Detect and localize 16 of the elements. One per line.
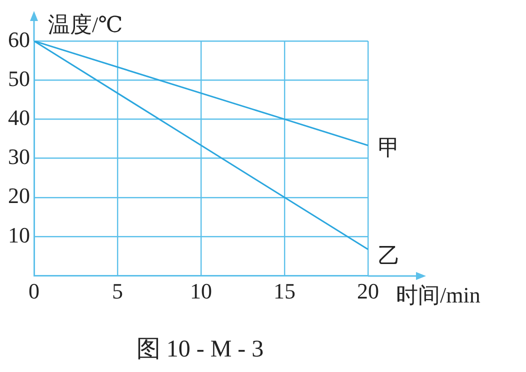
- caption: 图 10 - M - 3: [136, 336, 264, 362]
- x-tick-label: 10: [190, 278, 212, 304]
- x-axis-title: 时间/min: [396, 282, 480, 308]
- series-label: 乙: [378, 243, 400, 268]
- y-axis-title: 温度/℃: [48, 12, 123, 37]
- y-tick-label: 30: [8, 144, 30, 170]
- y-tick-label: 10: [8, 222, 30, 248]
- x-tick-label: 20: [357, 278, 379, 304]
- y-tick-label: 40: [8, 104, 30, 130]
- x-tick-label: 5: [112, 278, 123, 304]
- y-tick-label: 20: [8, 183, 30, 208]
- x-tick-label: 15: [274, 278, 296, 304]
- y-tick-label: 60: [8, 26, 30, 52]
- x-tick-label: 0: [28, 278, 40, 304]
- series-label: 甲: [378, 135, 400, 160]
- y-tick-label: 50: [8, 66, 30, 91]
